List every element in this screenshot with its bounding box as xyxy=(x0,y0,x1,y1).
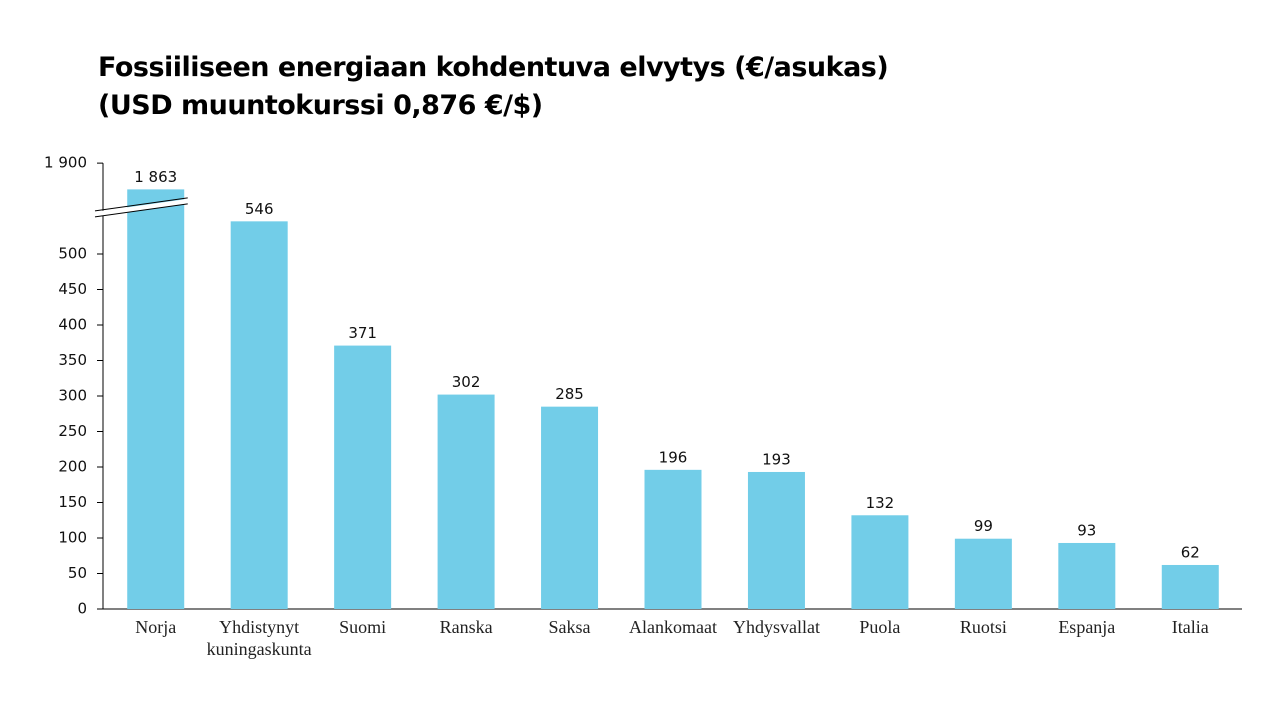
value-label: 62 xyxy=(1181,543,1200,561)
axis-break-line xyxy=(94,203,188,218)
value-label: 546 xyxy=(245,200,274,218)
chart-subtitle: (USD muuntokurssi 0,876 €/$) xyxy=(98,90,543,121)
y-tick-label: 50 xyxy=(68,564,87,582)
chart-title: Fossiiliseen energiaan kohdentuva elvyty… xyxy=(98,52,889,83)
bar xyxy=(127,189,185,609)
y-tick-label: 350 xyxy=(58,351,87,369)
bar xyxy=(851,515,909,609)
y-tick-label: 500 xyxy=(58,245,87,263)
x-tick-label: Italia xyxy=(1171,617,1209,637)
x-tick-label: Suomi xyxy=(339,617,387,637)
value-label: 1 863 xyxy=(134,168,177,186)
value-label: 193 xyxy=(762,450,791,468)
y-tick-label: 200 xyxy=(58,458,87,476)
bar xyxy=(747,471,805,609)
y-tick-label: 400 xyxy=(58,316,87,334)
axis-break-line xyxy=(94,197,188,212)
x-tick-label: Yhdysvallat xyxy=(732,617,820,637)
x-tick-label: Puola xyxy=(859,617,901,637)
y-tick-label: 250 xyxy=(58,422,87,440)
value-label: 285 xyxy=(555,385,584,403)
y-tick-label: 1 900 xyxy=(44,154,87,172)
value-label: 371 xyxy=(348,324,377,342)
x-tick-label: Ranska xyxy=(439,617,493,637)
x-tick-label: Yhdistynyt kuningaskunta xyxy=(206,617,312,659)
bar xyxy=(541,406,599,609)
bar xyxy=(334,345,392,609)
bar xyxy=(1058,542,1116,609)
x-tick-label: Norja xyxy=(135,617,177,637)
value-label: 196 xyxy=(659,448,688,466)
y-tick-label: 0 xyxy=(77,600,87,618)
y-tick-label: 100 xyxy=(58,529,87,547)
x-tick-label: Saksa xyxy=(548,617,591,637)
y-tick-label: 450 xyxy=(58,280,87,298)
value-label: 93 xyxy=(1077,521,1096,539)
y-tick-label: 300 xyxy=(58,387,87,405)
value-label: 302 xyxy=(452,373,481,391)
x-tick-label: Alankomaat xyxy=(629,617,717,637)
bar xyxy=(644,469,702,609)
value-label: 99 xyxy=(974,517,993,535)
bar xyxy=(954,538,1012,609)
x-tick-label: Ruotsi xyxy=(959,617,1007,637)
y-tick-label: 150 xyxy=(58,493,87,511)
bar xyxy=(230,221,288,609)
x-tick-label: Espanja xyxy=(1058,617,1116,637)
bar xyxy=(437,394,495,609)
value-label: 132 xyxy=(866,494,895,512)
axis-break xyxy=(95,198,188,217)
bar xyxy=(1161,564,1219,609)
